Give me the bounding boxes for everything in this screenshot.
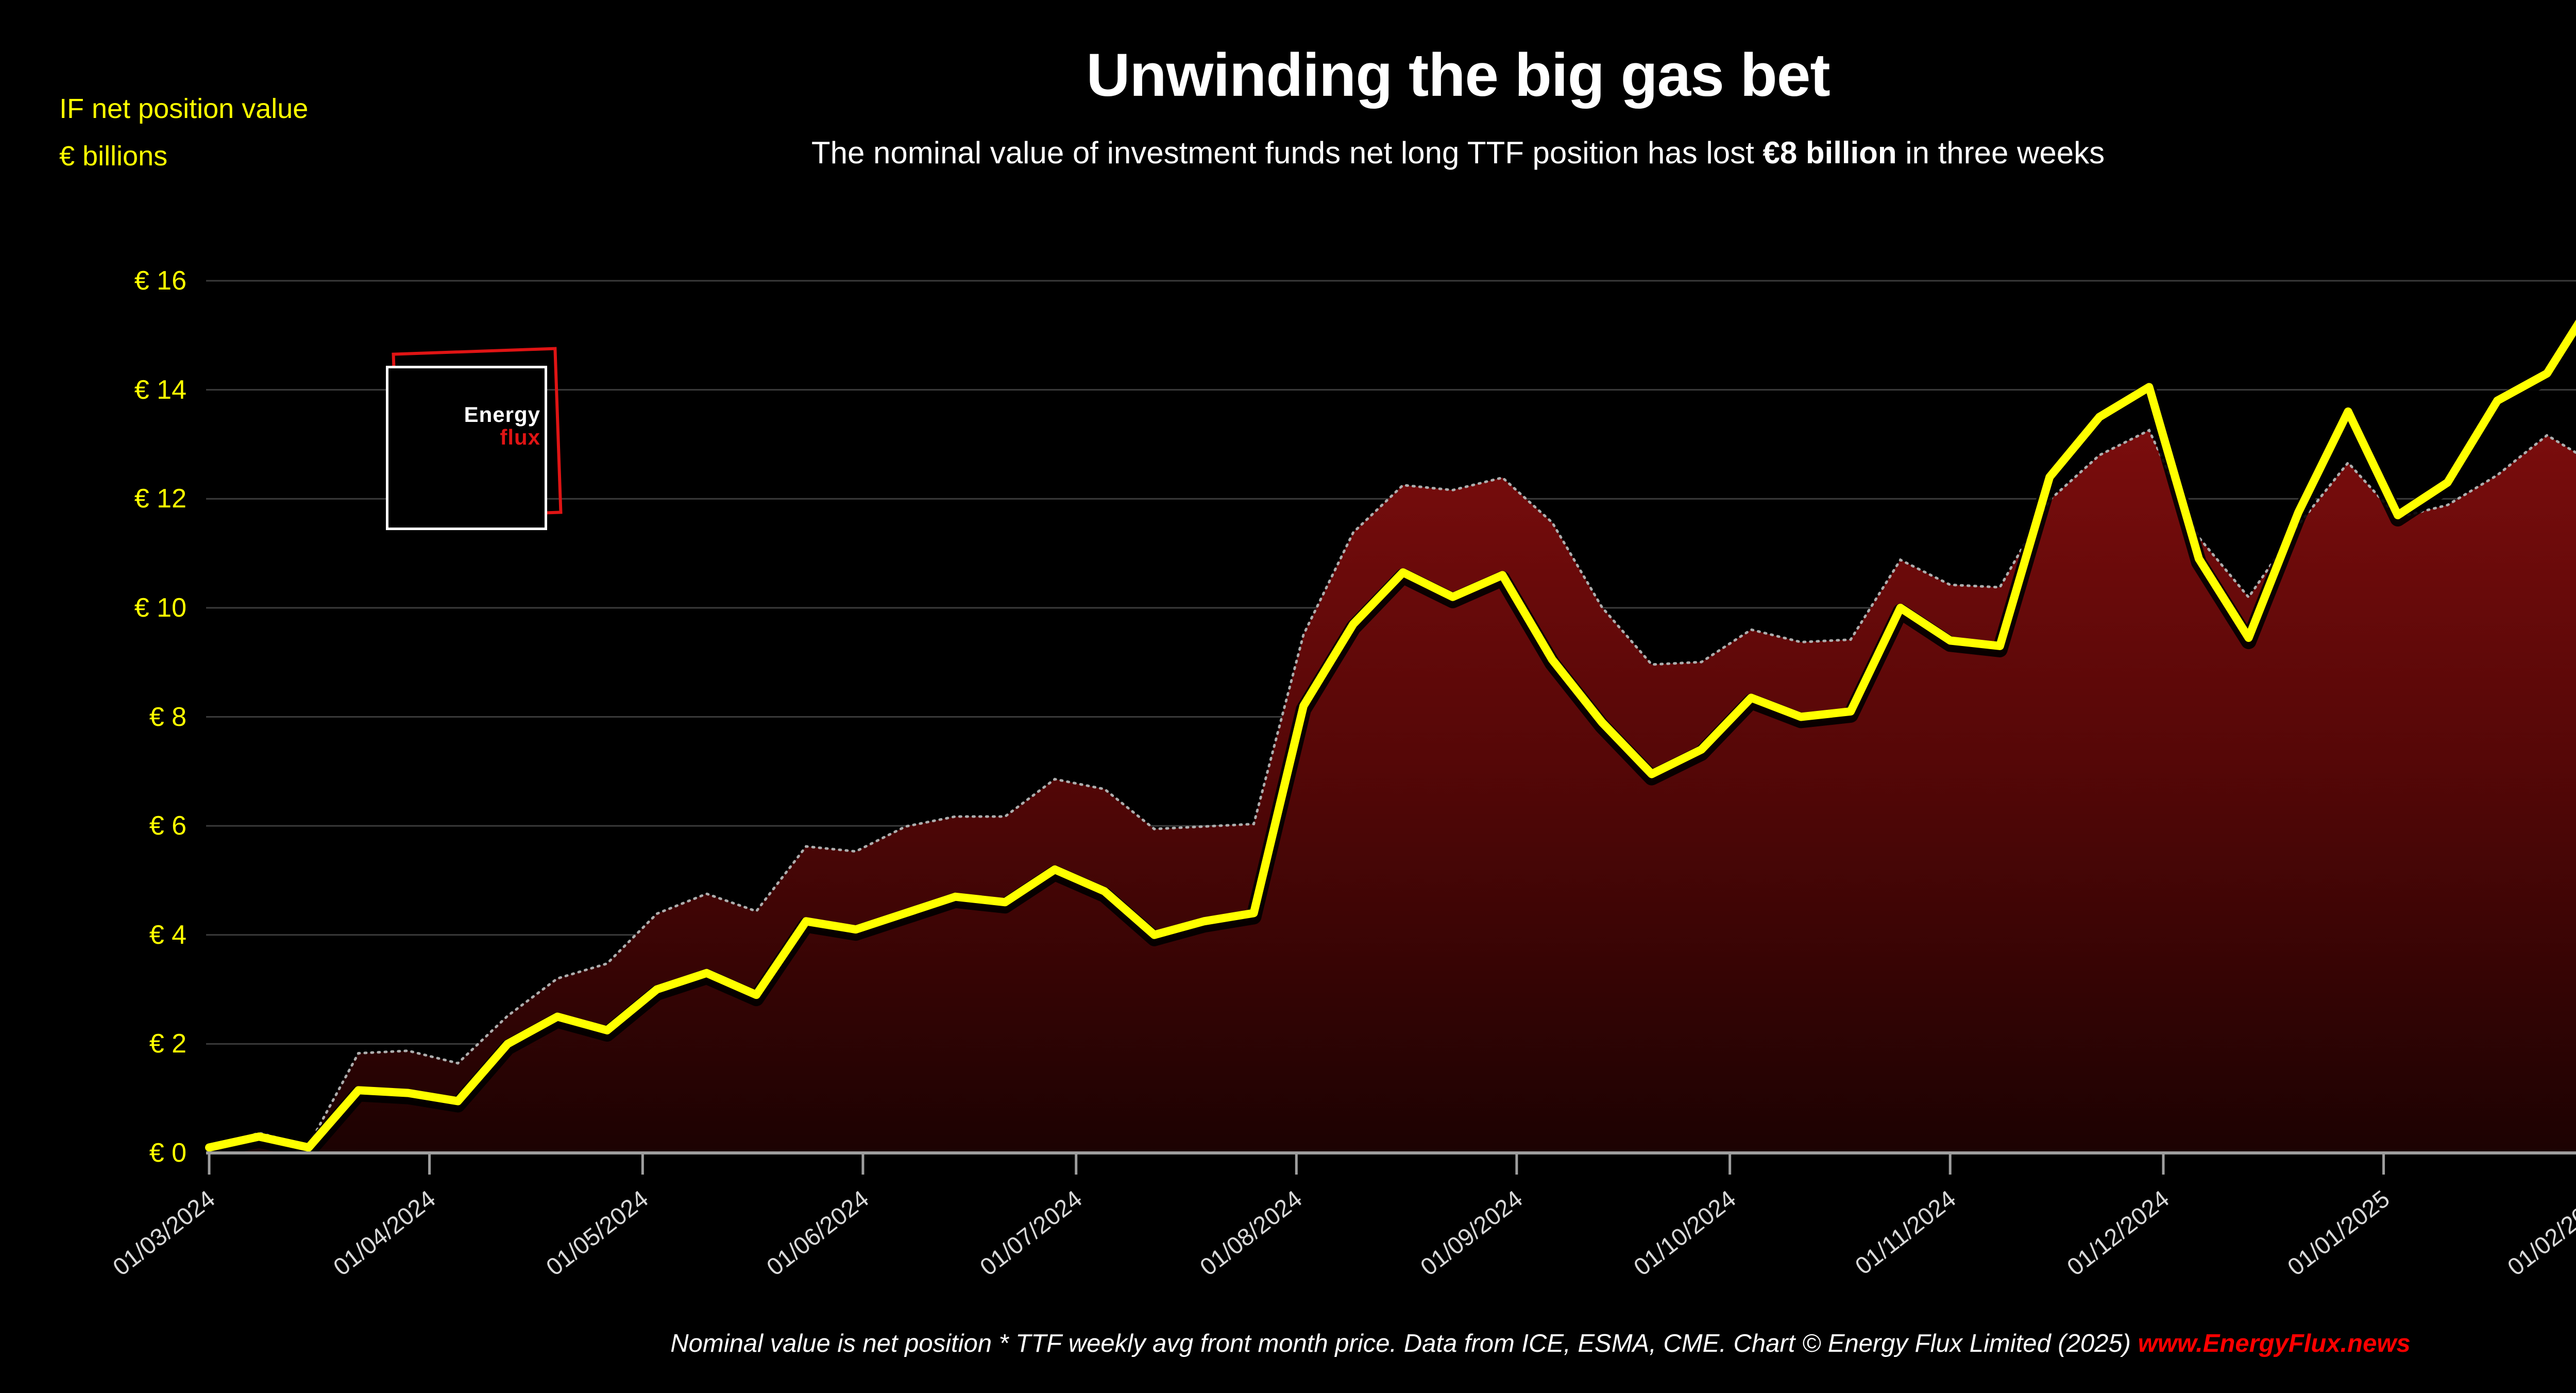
left-axis-title-line1: IF net position value xyxy=(59,93,309,124)
page-title: Unwinding the big gas bet xyxy=(1086,41,1830,109)
y-axis-left-tick-label-14: € 14 xyxy=(134,375,187,405)
y-axis-left-tick-label-12: € 12 xyxy=(134,484,187,514)
y-axis-left-tick-label-10: € 10 xyxy=(134,592,187,623)
energy-flux-logo-white-frame xyxy=(386,366,547,530)
logo-word-flux: flux xyxy=(500,425,540,449)
y-axis-left-tick-label-2: € 2 xyxy=(149,1029,187,1059)
subtitle: The nominal value of investment funds ne… xyxy=(0,135,2576,171)
energy-flux-logo: Energy flux xyxy=(386,403,540,449)
y-axis-left-tick-label-6: € 6 xyxy=(149,811,187,841)
y-axis-left-tick-label-16: € 16 xyxy=(134,266,187,296)
footer-text: Nominal value is net position * TTF week… xyxy=(670,1330,2138,1357)
subtitle-bold-value: €8 billion xyxy=(1762,135,1897,170)
footer-link[interactable]: www.EnergyFlux.news xyxy=(2138,1330,2411,1357)
left-axis-title: IF net position value € billions xyxy=(59,85,308,180)
y-axis-left-tick-label-0: € 0 xyxy=(149,1138,187,1168)
subtitle-pre: The nominal value of investment funds ne… xyxy=(811,135,1763,170)
left-axis-title-line2: € billions xyxy=(59,141,168,172)
logo-word-energy: Energy xyxy=(464,402,540,427)
y-axis-left-tick-label-8: € 8 xyxy=(149,702,187,732)
footer-caption: Nominal value is net position * TTF week… xyxy=(82,1329,2576,1358)
subtitle-post: in three weeks xyxy=(1896,135,2105,170)
y-axis-left-tick-label-4: € 4 xyxy=(149,920,187,950)
